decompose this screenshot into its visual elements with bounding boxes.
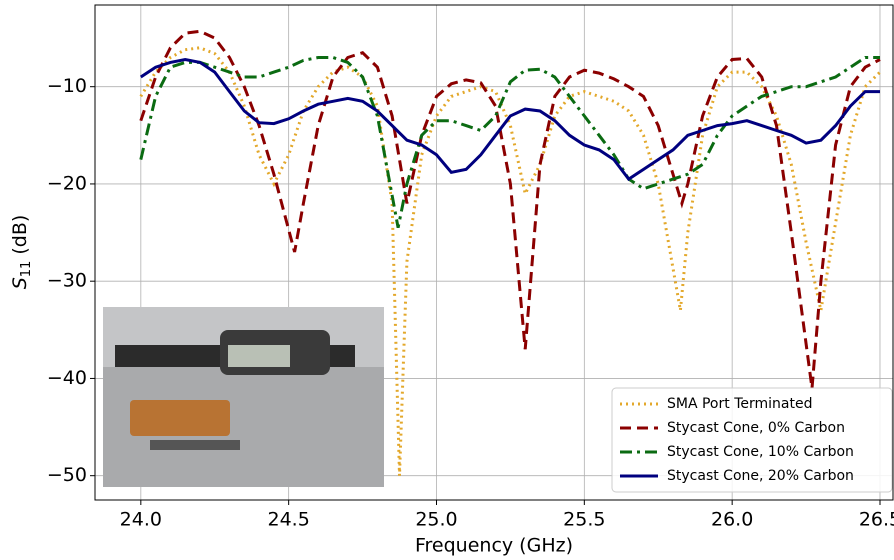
x-axis-label: Frequency (GHz) [415,535,573,557]
series-line [139,29,881,389]
x-tick-label: 25.0 [415,509,457,531]
series-line [139,56,880,228]
series-line [139,57,880,182]
legend-label: Stycast Cone, 0% Carbon [667,420,845,436]
legend-box [611,387,893,493]
x-tick-label: 25.5 [563,509,605,531]
legend-label: Stycast Cone, 20% Carbon [667,468,854,484]
x-tick-label: 24.5 [268,509,310,531]
y-label-symbol: S [9,277,31,289]
y-axis-label: S11 (dB) [9,215,34,290]
legend-label: Stycast Cone, 10% Carbon [667,444,854,460]
x-tick-label: 26.5 [859,509,894,531]
y-tick-label: −10 [47,75,87,97]
x-tick-label: 26.0 [711,509,753,531]
y-tick-label: −20 [47,172,87,194]
y-label-subscript: 11 [19,261,34,278]
y-tick-label: −50 [47,464,87,486]
inset-photo [103,307,384,487]
y-tick-label: −40 [47,367,87,389]
y-label-unit: (dB) [9,215,31,255]
legend-label: SMA Port Terminated [667,396,812,412]
y-tick-label: −30 [47,270,87,292]
plot-frame [94,4,894,501]
x-tick-label: 24.0 [120,509,162,531]
